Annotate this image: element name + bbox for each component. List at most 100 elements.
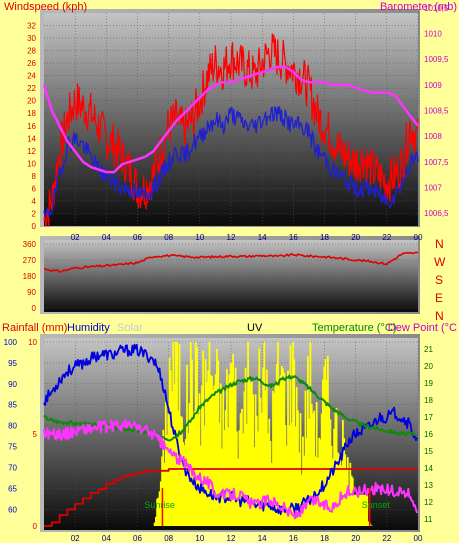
solar-bar <box>163 462 166 526</box>
wind-tick-label: 22 <box>27 84 36 93</box>
solar-bar <box>231 363 233 526</box>
humidity-tick-label: 70 <box>8 463 17 472</box>
solar-bar <box>307 355 309 526</box>
solar-bar <box>304 390 307 526</box>
solar-bar <box>268 418 271 526</box>
solar-bar <box>319 439 322 526</box>
solar-bar <box>267 433 269 526</box>
wind-direction-line <box>43 251 418 273</box>
solar-bar <box>178 344 181 526</box>
solar-bar <box>221 448 223 526</box>
solar-bar <box>370 525 373 526</box>
solar-bar <box>186 365 188 526</box>
temperature-tick-label: 14 <box>424 464 433 473</box>
climate-x-tick-label: 02 <box>71 534 80 543</box>
climate-x-tick-label: 10 <box>195 534 204 543</box>
solar-bar <box>203 425 206 526</box>
wind-tick-label: 28 <box>27 47 36 56</box>
wind-x-tick-label: 18 <box>320 233 329 242</box>
humidity-tick-label: 95 <box>8 359 17 368</box>
solar-bar <box>262 367 264 526</box>
solar-bar <box>344 454 347 526</box>
wind-tick-label: 12 <box>27 147 36 156</box>
barometer-tick-label: 1006,5 <box>424 209 449 218</box>
solar-bar <box>233 386 236 526</box>
wind-tick-label: 0 <box>32 222 37 231</box>
rainfall-tick-label: 5 <box>33 430 38 439</box>
climate-x-tick-label: 14 <box>258 534 267 543</box>
solar-bar <box>290 422 293 526</box>
barometer-tick-label: 1010,5 <box>424 4 449 13</box>
solar-bar <box>275 363 278 526</box>
solar-bar <box>273 392 276 526</box>
barometer-line <box>42 65 419 174</box>
sunrise-annotation: Sunrise <box>144 500 175 510</box>
solar-bar <box>198 393 201 526</box>
solar-bar <box>259 397 262 526</box>
solar-bar <box>159 481 162 526</box>
solar-bar <box>202 350 205 526</box>
solar-bar <box>212 389 215 526</box>
solar-bar <box>287 370 289 526</box>
humidity-tick-label: 90 <box>8 380 17 389</box>
sunset-annotation: Sunset <box>362 500 391 510</box>
solar-bar <box>157 497 160 526</box>
wind-tick-label: 20 <box>27 97 36 106</box>
temperature-tick-label: 13 <box>424 481 433 490</box>
wind-tick-label: 16 <box>27 122 36 131</box>
solar-bar <box>278 386 281 526</box>
solar-bar <box>181 417 183 526</box>
solar-bar <box>302 436 304 526</box>
humidity-line <box>43 343 418 516</box>
wind-x-tick-label: 00 <box>414 233 423 242</box>
direction-letter-w: W <box>434 255 446 269</box>
solar-bar <box>243 391 246 526</box>
solar-bar <box>249 383 252 526</box>
windspeed-axis-label: Windspeed (kph) <box>4 1 87 13</box>
climate-x-tick-label: 04 <box>102 534 111 543</box>
climate-x-tick-label: 18 <box>320 534 329 543</box>
solar-bar <box>209 375 212 526</box>
solar-bar <box>280 366 283 526</box>
wind-x-tick-label: 06 <box>133 233 142 242</box>
rainfall-tick-label: 0 <box>33 522 38 531</box>
solar-bar <box>272 390 274 526</box>
solar-bar <box>232 353 234 526</box>
temperature-tick-label: 11 <box>424 515 433 524</box>
solar-bar <box>253 447 256 526</box>
solar-bar <box>264 390 267 526</box>
temperature-tick-label: 20 <box>424 362 433 371</box>
solar-bar <box>315 402 318 526</box>
solar-bar <box>274 384 277 526</box>
wind-tick-label: 30 <box>27 34 36 43</box>
wind-tick-label: 26 <box>27 59 36 68</box>
solar-bar <box>223 430 226 526</box>
solar-bar <box>339 454 342 526</box>
solar-bar <box>166 434 168 526</box>
solar-bar <box>227 427 230 526</box>
climate-x-tick-label: 12 <box>227 534 236 543</box>
solar-bar <box>323 366 326 526</box>
climate-x-tick-label: 20 <box>351 534 360 543</box>
solar-bar <box>324 359 327 526</box>
solar-bar <box>330 445 333 526</box>
solar-bar <box>269 441 272 526</box>
wind-x-tick-label: 04 <box>102 233 111 242</box>
solar-bar <box>270 462 273 526</box>
solar-bar <box>255 415 258 526</box>
solar-bar <box>191 359 193 526</box>
direction-tick-label: 0 <box>32 304 37 313</box>
humidity-tick-label: 65 <box>8 484 17 493</box>
wind-x-tick-label: 02 <box>71 233 80 242</box>
direction-tick-label: 180 <box>23 272 37 281</box>
solar-bar <box>194 342 197 526</box>
solar-bar <box>305 437 308 526</box>
temperature-tick-label: 15 <box>424 447 433 456</box>
solar-bar <box>279 375 282 526</box>
solar-bar <box>229 362 232 526</box>
barometer-tick-label: 1008,5 <box>424 107 449 116</box>
barometer-tick-label: 1010 <box>424 30 442 39</box>
solar-bar <box>293 359 296 526</box>
solar-bar <box>254 394 257 526</box>
